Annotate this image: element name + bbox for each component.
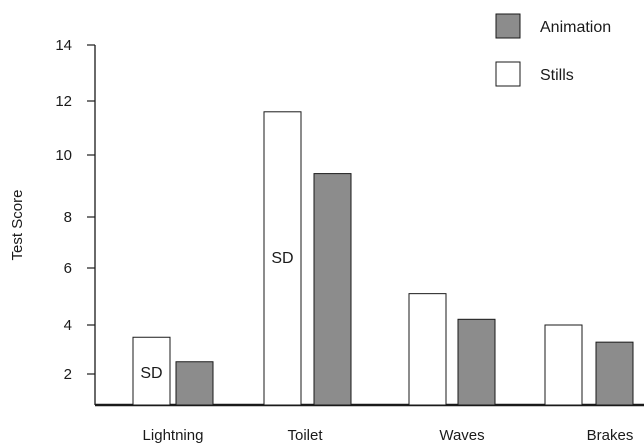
y-tick-label-14: 14: [55, 37, 72, 54]
annotation-sd-lightning: SD: [140, 365, 162, 382]
bar-animation-waves: [457, 318, 496, 406]
bar-stills-lightning: [132, 336, 171, 406]
y-tick-label-2: 2: [64, 366, 72, 383]
bar-stills-brakes: [544, 324, 583, 406]
category-label-brakes: Brakes: [587, 427, 634, 444]
y-axis-label: Test Score: [9, 190, 26, 261]
y-tick-label-12: 12: [55, 93, 72, 110]
bar-stills-toilet: [263, 111, 302, 406]
y-tick-label-6: 6: [64, 260, 72, 277]
bar-animation-toilet: [313, 173, 352, 406]
bars: [132, 111, 634, 406]
category-label-waves: Waves: [439, 427, 484, 444]
legend-label-stills: Stills: [540, 67, 574, 84]
category-label-lightning: Lightning: [143, 427, 204, 444]
y-tick-label-4: 4: [64, 317, 72, 334]
legend-label-animation: Animation: [540, 19, 611, 36]
bar-animation-brakes: [595, 341, 634, 406]
y-tick-label-8: 8: [64, 209, 72, 226]
bar-stills-waves: [408, 293, 447, 406]
legend-swatch-stills: [495, 61, 521, 87]
y-tick-label-10: 10: [55, 147, 72, 164]
annotation-sd-toilet: SD: [271, 250, 293, 267]
legend: Stills Animation: [495, 13, 611, 87]
category-label-toilet: Toilet: [287, 427, 323, 444]
labels: Lightning Toilet Waves Brakes SD SD: [140, 250, 633, 444]
bar-animation-lightning: [175, 361, 214, 406]
legend-swatch-animation: [495, 13, 521, 39]
